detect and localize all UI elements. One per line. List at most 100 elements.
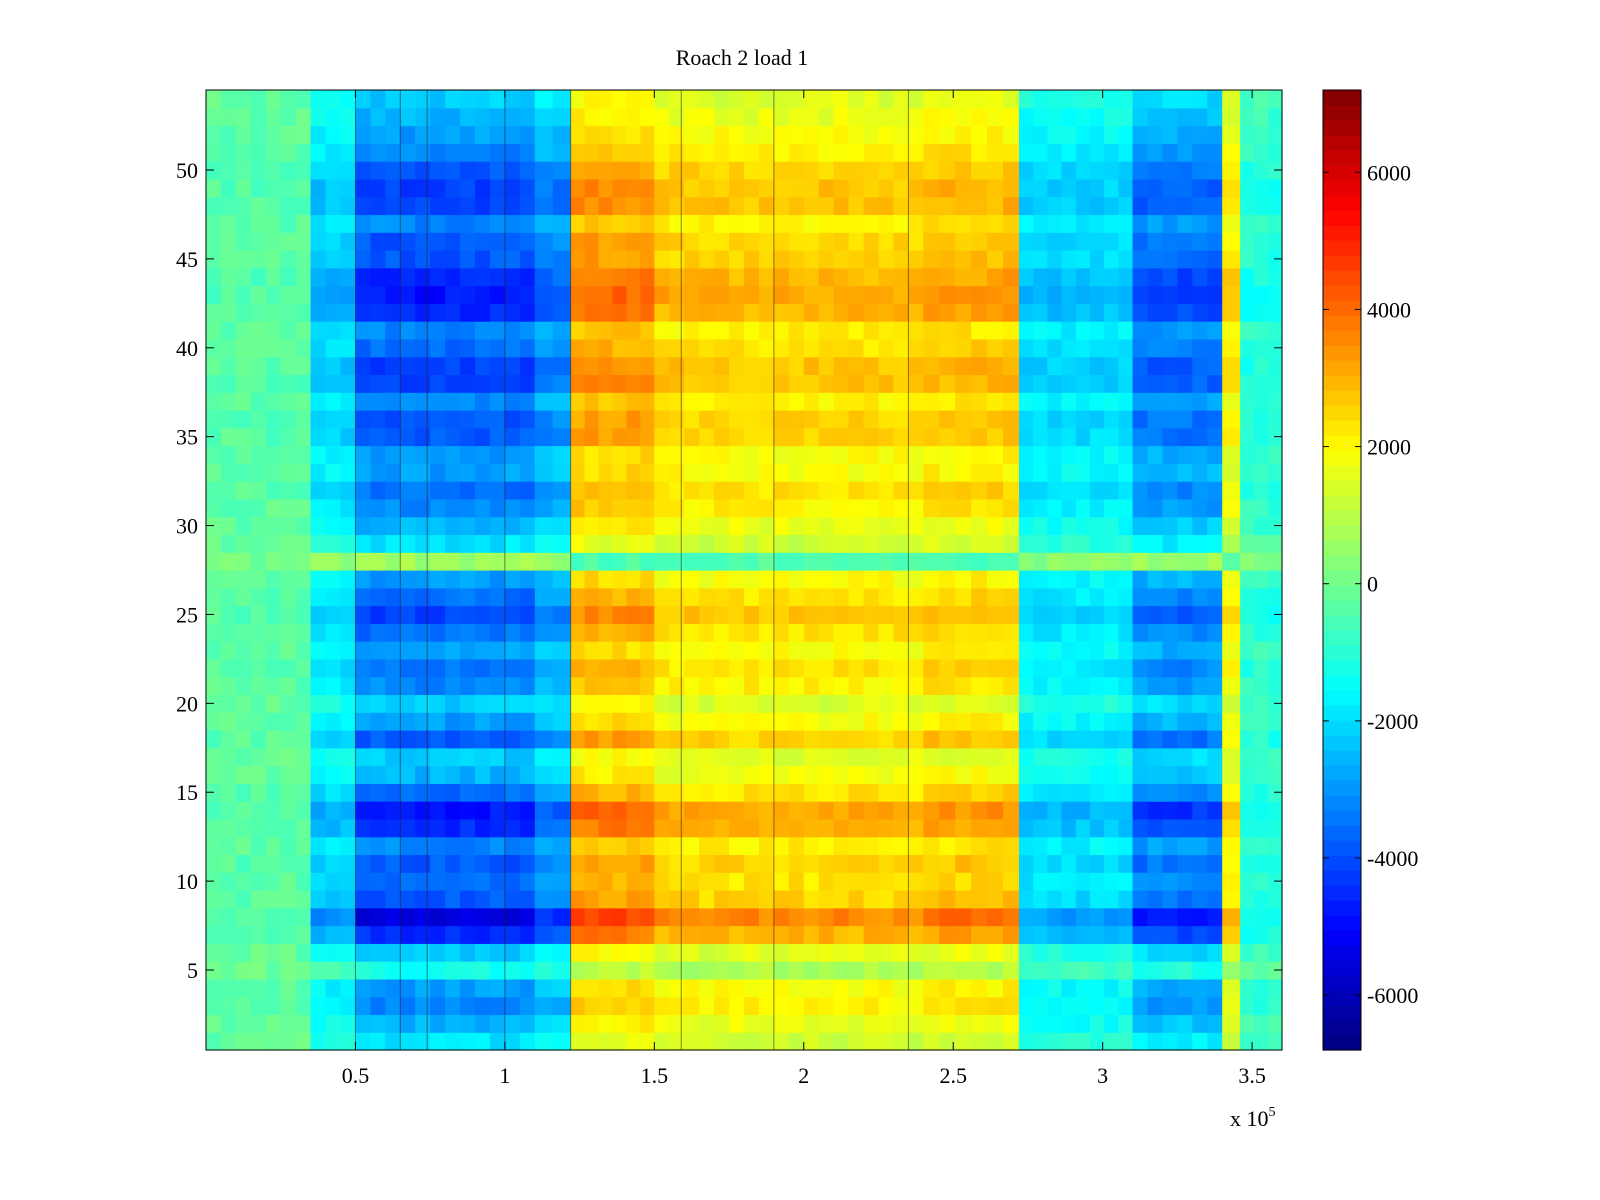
heatmap-cell [714,623,730,642]
heatmap-cell [460,356,476,376]
heatmap-cell [370,338,386,358]
heatmap-cell [340,676,357,696]
colorbar-step [1323,780,1361,796]
heatmap-cell [1033,872,1048,891]
heatmap-cell [295,765,312,784]
heatmap-cell [570,801,586,820]
heatmap-cell [519,498,536,518]
heatmap-cell [640,712,655,731]
heatmap-cell [552,818,572,838]
heatmap-cell [385,996,401,1016]
heatmap-cell [848,338,865,358]
heatmap-cell [460,854,476,873]
heatmap-cell [1003,232,1020,251]
heatmap-cell [1018,214,1034,233]
heatmap-cell [729,1032,745,1051]
heatmap-cell [1075,765,1091,784]
heatmap-cell [370,801,386,820]
heatmap-cell [206,570,222,589]
heatmap-cell [489,854,506,873]
heatmap-cell [370,925,386,944]
heatmap-cell [758,765,775,784]
heatmap-cell [971,267,988,287]
heatmap-cell [340,943,357,962]
heatmap-cell [280,481,297,500]
heatmap-cell [552,303,572,322]
heatmap-cell [1162,321,1178,340]
heatmap-cell [803,427,820,447]
heatmap-cell [773,90,790,109]
heatmap-cell [714,250,730,269]
heatmap-cell [714,392,730,411]
heatmap-cell [1089,676,1105,696]
heatmap-cell [1207,1014,1223,1033]
heatmap-cell [385,676,401,696]
heatmap-cell [1222,214,1241,233]
heatmap-cell [598,605,614,624]
heatmap-cell [758,90,775,109]
heatmap-cell [1192,427,1208,447]
heatmap-cell [310,338,327,358]
heatmap-cell [612,356,628,376]
heatmap-cell [654,978,670,998]
heatmap-cell [519,356,536,376]
heatmap-cell [923,427,940,447]
heatmap-cell [430,125,446,144]
heatmap-cell [818,90,835,109]
heatmap-cell [1177,907,1193,927]
heatmap-cell [923,143,940,162]
heatmap-cell [863,943,880,962]
heatmap-cell [878,890,895,909]
heatmap-cell [1254,338,1269,358]
heatmap-cell [235,285,252,304]
heatmap-cell [235,694,252,713]
heatmap-cell [669,978,685,998]
heatmap-cell [1222,907,1241,927]
heatmap-cell [584,552,600,571]
heatmap-cell [1162,125,1178,144]
heatmap-cell [445,516,461,536]
heatmap-cell [1207,961,1223,980]
heatmap-cell [598,410,614,429]
heatmap-cell [1222,694,1241,713]
heatmap-cell [340,267,357,287]
heatmap-cell [955,712,972,731]
colorbar-step [1323,375,1361,391]
heatmap-cell [1075,534,1091,553]
heatmap-cell [893,338,909,358]
heatmap-cell [987,1032,1004,1051]
heatmap-cell [939,161,956,180]
heatmap-cell [265,872,282,891]
heatmap-cell [220,854,237,873]
heatmap-cell [310,641,327,660]
heatmap-cell [445,978,461,998]
heatmap-cell [445,481,461,500]
heatmap-cell [370,321,386,340]
heatmap-cell [1177,996,1193,1016]
heatmap-cell [612,747,628,767]
heatmap-cell [640,978,655,998]
heatmap-cell [519,730,536,749]
heatmap-cell [570,90,586,109]
heatmap-cell [729,267,745,287]
heatmap-cell [714,801,730,820]
heatmap-cell [220,534,237,553]
heatmap-cell [803,854,820,873]
heatmap-cell [878,658,895,678]
heatmap-cell [1089,1032,1105,1051]
heatmap-cell [250,730,267,749]
heatmap-cell [626,694,641,713]
heatmap-cell [1147,801,1164,820]
heatmap-cell [773,392,790,411]
heatmap-cell [460,552,476,571]
heatmap-cell [612,214,628,233]
heatmap-cell [598,623,614,642]
heatmap-cell [1089,570,1105,589]
heatmap-cell [355,250,371,269]
heatmap-cell [971,107,988,127]
colorbar-step [1323,495,1361,511]
heatmap-cell [788,107,805,127]
heatmap-cell [235,925,252,944]
heatmap-cell [699,161,715,180]
heatmap-cell [1162,854,1178,873]
